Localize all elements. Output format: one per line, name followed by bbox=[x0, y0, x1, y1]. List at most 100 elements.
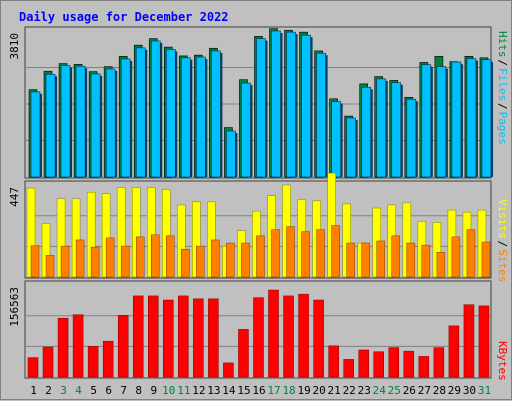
bar-kbytes-day-1 bbox=[27, 357, 39, 378]
bar-kbytes-day-22 bbox=[343, 359, 354, 378]
bar-files-day-20 bbox=[316, 52, 326, 178]
bar-kbytes-day-19 bbox=[298, 293, 309, 378]
bar-kbytes-day-10 bbox=[163, 299, 174, 378]
x-tick-label: 29 bbox=[448, 384, 461, 397]
bar-kbytes-day-6 bbox=[102, 340, 114, 378]
right-label-top-1: / bbox=[496, 59, 509, 66]
bar-kbytes-day-18 bbox=[283, 295, 294, 378]
x-tick-label: 28 bbox=[433, 384, 446, 397]
bar-kbytes-day-2 bbox=[42, 346, 54, 378]
bar-sites-day-22 bbox=[346, 242, 355, 278]
bar-kbytes-day-31 bbox=[478, 305, 490, 378]
bar-sites-day-10 bbox=[166, 235, 175, 278]
bar-sites-day-9 bbox=[151, 234, 160, 278]
bar-kbytes-day-8 bbox=[132, 295, 144, 378]
x-tick-label: 5 bbox=[90, 384, 97, 397]
x-tick-label: 24 bbox=[373, 384, 387, 397]
x-tick-label: 9 bbox=[150, 384, 157, 397]
bar-files-day-12 bbox=[196, 56, 206, 178]
x-tick-label: 17 bbox=[267, 384, 280, 397]
bar-files-day-22 bbox=[346, 117, 356, 178]
bar-sites-day-18 bbox=[286, 226, 295, 278]
bar-kbytes-day-21 bbox=[328, 345, 339, 378]
x-tick-label: 10 bbox=[162, 384, 175, 397]
x-tick-label: 18 bbox=[282, 384, 295, 397]
bar-sites-day-2 bbox=[45, 255, 55, 278]
x-tick-label: 4 bbox=[75, 384, 82, 397]
bar-files-day-8 bbox=[135, 47, 146, 178]
bar-sites-day-6 bbox=[105, 237, 115, 278]
bar-sites-day-23 bbox=[361, 242, 370, 278]
bar-sites-day-27 bbox=[421, 244, 431, 278]
bar-kbytes-day-30 bbox=[463, 304, 475, 378]
x-tick-label: 30 bbox=[463, 384, 476, 397]
bar-files-day-9 bbox=[150, 40, 161, 178]
bar-kbytes-day-27 bbox=[418, 356, 430, 378]
ymax-label-top: 3810 bbox=[8, 33, 21, 60]
bar-kbytes-day-11 bbox=[178, 295, 189, 378]
x-tick-label: 1 bbox=[30, 384, 37, 397]
bar-kbytes-day-5 bbox=[87, 346, 99, 378]
bar-sites-day-8 bbox=[135, 236, 145, 278]
bar-sites-day-7 bbox=[120, 245, 130, 278]
x-tick-label: 3 bbox=[60, 384, 67, 397]
right-label-middle-1: / bbox=[496, 241, 509, 248]
bar-kbytes-day-26 bbox=[403, 350, 415, 378]
bar-kbytes-day-17 bbox=[268, 289, 279, 378]
right-label-bottom-0: KBytes bbox=[496, 341, 509, 381]
bar-sites-day-28 bbox=[436, 252, 446, 278]
right-label-middle-0: Visits bbox=[496, 199, 509, 239]
x-tick-label: 26 bbox=[403, 384, 416, 397]
bar-files-day-24 bbox=[376, 78, 387, 178]
x-tick-label: 13 bbox=[207, 384, 220, 397]
x-tick-label: 14 bbox=[222, 384, 236, 397]
bar-kbytes-day-23 bbox=[358, 349, 369, 378]
bar-kbytes-day-24 bbox=[373, 351, 384, 378]
bar-kbytes-day-14 bbox=[223, 362, 234, 378]
bar-sites-day-16 bbox=[256, 235, 265, 278]
x-tick-label: 7 bbox=[120, 384, 127, 397]
ymax-label-middle: 447 bbox=[8, 187, 21, 207]
bar-files-day-26 bbox=[406, 98, 417, 178]
x-tick-label: 22 bbox=[343, 384, 356, 397]
bar-files-day-10 bbox=[165, 49, 176, 178]
bar-kbytes-day-9 bbox=[148, 295, 159, 378]
bar-sites-day-17 bbox=[271, 229, 280, 278]
bar-kbytes-day-16 bbox=[253, 297, 264, 378]
right-label-top-0: Hits bbox=[496, 31, 509, 58]
bar-kbytes-day-25 bbox=[388, 347, 400, 378]
bar-files-day-30 bbox=[466, 58, 477, 178]
bar-files-day-4 bbox=[75, 65, 86, 178]
bar-files-day-19 bbox=[301, 34, 311, 178]
bar-files-day-6 bbox=[105, 68, 116, 178]
bar-kbytes-day-28 bbox=[433, 347, 445, 378]
bar-files-day-31 bbox=[481, 59, 492, 178]
x-tick-label: 16 bbox=[252, 384, 265, 397]
x-tick-label: 2 bbox=[45, 384, 52, 397]
x-tick-label: 27 bbox=[418, 384, 431, 397]
bar-files-day-23 bbox=[361, 87, 372, 178]
right-label-top-4: Pages bbox=[496, 112, 509, 145]
bar-files-day-21 bbox=[331, 101, 341, 178]
bar-files-day-18 bbox=[286, 31, 296, 178]
bar-kbytes-day-20 bbox=[313, 299, 324, 378]
bar-files-day-16 bbox=[256, 38, 266, 178]
bar-sites-day-25 bbox=[391, 235, 401, 278]
bar-sites-day-30 bbox=[466, 229, 476, 278]
bar-files-day-15 bbox=[241, 82, 251, 178]
bar-sites-day-19 bbox=[301, 231, 310, 278]
x-tick-label: 25 bbox=[388, 384, 401, 397]
bar-sites-day-5 bbox=[90, 246, 100, 278]
bar-sites-day-20 bbox=[316, 229, 325, 278]
bar-files-day-1 bbox=[30, 91, 41, 178]
x-tick-label: 8 bbox=[135, 384, 142, 397]
bar-kbytes-day-29 bbox=[448, 325, 460, 378]
right-label-middle-2: Sites bbox=[496, 249, 509, 282]
x-tick-label: 23 bbox=[358, 384, 371, 397]
bar-kbytes-day-7 bbox=[117, 315, 129, 378]
bar-files-day-7 bbox=[120, 58, 131, 178]
bar-sites-day-21 bbox=[331, 225, 340, 278]
bar-files-day-25 bbox=[391, 82, 402, 178]
